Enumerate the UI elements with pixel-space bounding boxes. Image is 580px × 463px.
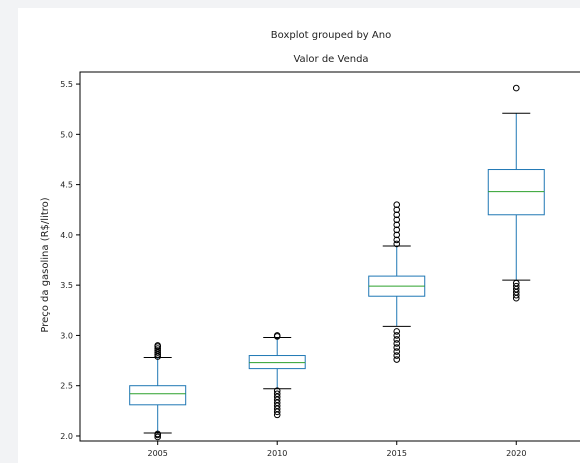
outlier-point bbox=[512, 84, 520, 92]
y-tick-label: 4.5 bbox=[60, 181, 73, 190]
y-tick-label: 3.0 bbox=[60, 331, 73, 340]
x-tick-label: 2015 bbox=[387, 449, 407, 458]
outlier-point bbox=[154, 347, 161, 354]
iqr-box bbox=[248, 355, 306, 370]
outlier-point bbox=[154, 345, 161, 352]
x-tick-label: 2005 bbox=[148, 449, 168, 458]
boxplot-chart: Boxplot grouped by Ano Valor de Venda Pr… bbox=[40, 30, 580, 458]
outlier-point bbox=[393, 240, 401, 248]
y-tick-label: 4.0 bbox=[60, 231, 73, 240]
chart-figure: Boxplot grouped by Ano Valor de Venda Pr… bbox=[18, 8, 580, 463]
outlier-point bbox=[393, 332, 401, 339]
outlier-point bbox=[273, 390, 281, 398]
y-tick-label: 2.5 bbox=[60, 382, 73, 391]
chart-title: Valor de Venda bbox=[293, 54, 368, 65]
y-axis-ticks: 2.0 2.5 3.0 3.5 4.0 4.5 5.0 5.5 bbox=[60, 80, 80, 441]
plot-area-frame bbox=[79, 71, 580, 442]
y-axis-label: Preço da gasolina (R$/litro) bbox=[40, 197, 51, 332]
y-tick-label: 5.5 bbox=[60, 80, 73, 89]
outlier-point bbox=[393, 336, 401, 343]
x-tick-label: 2020 bbox=[506, 449, 526, 458]
box-2010 bbox=[248, 332, 306, 419]
iqr-box bbox=[129, 385, 187, 406]
outlier-point bbox=[154, 342, 161, 349]
outlier-point bbox=[393, 340, 401, 347]
box-2020 bbox=[487, 84, 545, 302]
iqr-box bbox=[487, 169, 545, 216]
outlier-point bbox=[273, 332, 281, 339]
outlier-point bbox=[393, 356, 401, 363]
outlier-point bbox=[393, 236, 401, 244]
outlier-point bbox=[393, 231, 401, 239]
x-tick-label: 2010 bbox=[267, 449, 287, 458]
outlier-point bbox=[393, 328, 401, 335]
chart-suptitle: Boxplot grouped by Ano bbox=[271, 30, 391, 41]
outlier-point bbox=[393, 206, 401, 214]
box-2015 bbox=[368, 201, 426, 363]
outlier-point bbox=[393, 226, 401, 234]
x-axis-ticks: 2005 2010 2015 2020 bbox=[148, 441, 526, 458]
outlier-point bbox=[393, 221, 401, 229]
outlier-point bbox=[393, 216, 401, 224]
y-tick-label: 5.0 bbox=[60, 130, 73, 139]
outlier-point bbox=[393, 348, 401, 355]
outlier-point bbox=[393, 352, 401, 359]
y-tick-label: 2.0 bbox=[60, 432, 73, 441]
outlier-point bbox=[512, 279, 520, 287]
outlier-point bbox=[393, 211, 401, 219]
outlier-point bbox=[393, 344, 401, 351]
outlier-point bbox=[154, 433, 161, 441]
box-series bbox=[129, 84, 545, 441]
outlier-point bbox=[512, 282, 520, 290]
y-tick-label: 3.5 bbox=[60, 281, 73, 290]
outlier-point bbox=[154, 430, 161, 438]
outlier-point bbox=[273, 387, 281, 395]
outlier-point bbox=[393, 201, 401, 209]
box-2005 bbox=[129, 342, 187, 441]
